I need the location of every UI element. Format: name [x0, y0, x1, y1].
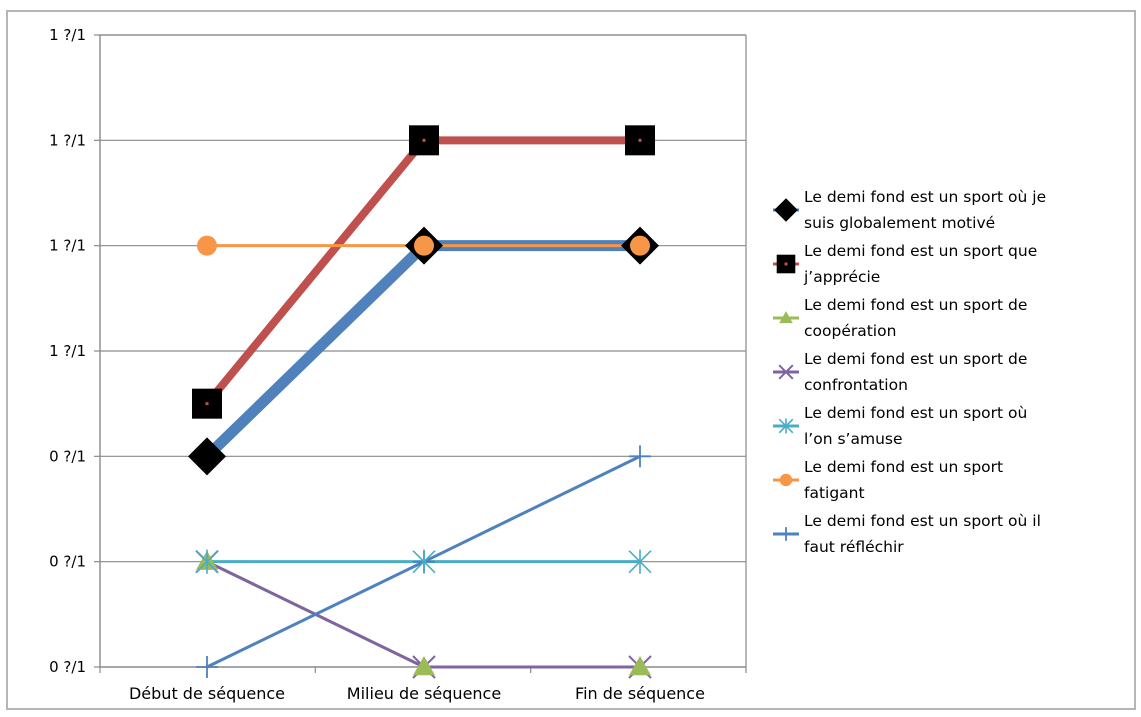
data-point-marker: [188, 437, 226, 476]
x-tick-label: Début de séquence: [129, 684, 285, 703]
x-tick-label: Fin de séquence: [575, 684, 705, 703]
y-tick-labels: 0 ?/1 0 ?/1 0 ?/1 1 ?/1 1 ?/1 1 ?/1 1 ?/1: [49, 26, 86, 676]
data-point-marker: [778, 364, 794, 380]
data-point-marker: [779, 527, 793, 541]
legend-label: Le demi fond est un sport: [804, 458, 1003, 476]
data-point-marker: [778, 418, 794, 434]
data-point-marker: [414, 235, 434, 256]
y-tick-label: 1 ?/1: [49, 342, 86, 360]
legend-item-3: Le demi fond est un sport de coopération: [773, 296, 1027, 340]
x-marker: [778, 364, 794, 380]
data-point-marker: [779, 473, 793, 487]
legend-label: Le demi fond est un sport de: [804, 296, 1027, 314]
circle-marker: [779, 473, 793, 487]
y-tick-label: 1 ?/1: [49, 237, 86, 255]
data-point-marker: [625, 125, 655, 156]
legend-label: Le demi fond est un sport où il: [804, 512, 1041, 530]
data-point-marker: [196, 656, 218, 678]
legend-label: faut réfléchir: [804, 538, 904, 556]
diamond-marker: [188, 437, 226, 476]
legend-label: fatigant: [804, 484, 865, 502]
data-point-marker: [412, 549, 436, 574]
data-point-marker: [774, 198, 798, 222]
triangle-marker: [779, 311, 793, 324]
data-point-marker: [779, 311, 793, 324]
legend-item-1: Le demi fond est un sport où je suis glob…: [773, 188, 1046, 232]
legend-item-6: Le demi fond est un sport fatigant: [773, 458, 1003, 502]
y-tick-label: 1 ?/1: [49, 26, 86, 44]
circle-marker: [197, 235, 217, 256]
data-point-marker: [629, 445, 651, 468]
series-line-3: [205, 560, 642, 669]
y-tick-label: 0 ?/1: [49, 447, 86, 465]
legend-label: l’on s’amuse: [804, 430, 903, 448]
legend-label: Le demi fond est un sport que: [804, 242, 1037, 260]
data-point-marker: [628, 549, 652, 574]
data-point-marker: [630, 235, 650, 256]
diamond-marker: [774, 198, 798, 222]
square-marker-dot: [205, 402, 209, 406]
data-point-marker: [776, 254, 796, 274]
chart-frame: [6, 10, 1136, 710]
legend-item-4: Le demi fond est un sport de confrontatio…: [773, 350, 1027, 394]
triangle-marker: [413, 656, 435, 676]
triangle-marker: [629, 656, 651, 676]
data-point-marker: [413, 656, 435, 676]
legend-label: Le demi fond est un sport où je: [804, 188, 1046, 206]
series-lines: [201, 136, 646, 669]
legend-label: j’apprécie: [803, 268, 880, 286]
series-line-2: [203, 136, 644, 408]
legend-label: confrontation: [804, 376, 908, 394]
data-point-marker: [192, 388, 222, 419]
square-marker-dot: [638, 138, 642, 142]
data-point-marker: [195, 549, 219, 574]
legend-item-5: Le demi fond est un sport où l’on s’amuse: [773, 404, 1027, 448]
legend-item-7: Le demi fond est un sport où il faut réfl…: [773, 512, 1041, 556]
x-tick-label: Milieu de séquence: [347, 684, 501, 703]
data-point-marker: [197, 235, 217, 256]
square-marker-dot: [784, 262, 788, 266]
y-tick-label: 1 ?/1: [49, 131, 86, 149]
legend-label: Le demi fond est un sport où: [804, 404, 1027, 422]
x-tick-labels: Début de séquence Milieu de séquence Fin d…: [129, 684, 705, 703]
square-marker-dot: [422, 138, 426, 142]
y-tick-label: 0 ?/1: [49, 658, 86, 676]
y-tick-label: 0 ?/1: [49, 553, 86, 571]
series-markers: [188, 125, 659, 679]
series-line-4: [205, 560, 642, 669]
circle-marker: [414, 235, 434, 256]
legend: Le demi fond est un sport où je suis glob…: [773, 188, 1046, 556]
data-point-marker: [409, 125, 439, 156]
legend-label: suis globalement motivé: [804, 214, 995, 232]
legend-item-2: Le demi fond est un sport que j’apprécie: [773, 242, 1037, 286]
gridlines: [100, 34, 746, 563]
circle-marker: [630, 235, 650, 256]
data-point-marker: [629, 656, 651, 676]
legend-label: coopération: [804, 322, 896, 340]
legend-label: Le demi fond est un sport de: [804, 350, 1027, 368]
